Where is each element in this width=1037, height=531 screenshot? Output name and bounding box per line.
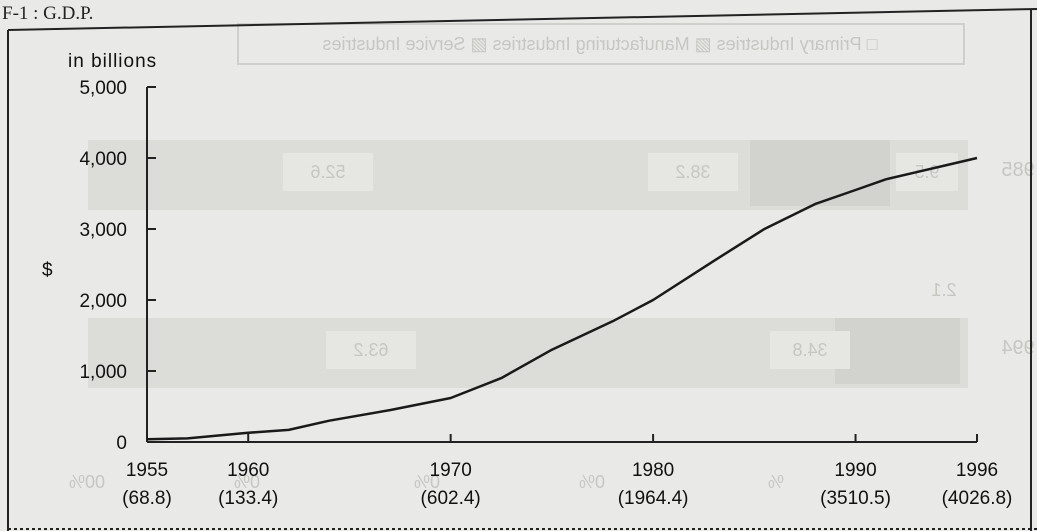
- background-bleed: □ Primary Industries ▨ Manufacturing Ind…: [69, 23, 1035, 492]
- unit-label: in billions: [68, 51, 157, 72]
- x-tick-label: 1996: [956, 460, 998, 481]
- ghost-segment-top: [750, 140, 890, 206]
- y-tick-label: 2,000: [79, 291, 127, 312]
- ghost-label-box-4: [326, 331, 416, 369]
- ghost-pct-2: 0%: [234, 472, 260, 492]
- y-axis-ticks: 0 1,000 2,000 3,000 4,000 5,000: [79, 78, 156, 454]
- ghost-row-label-2: 994: [1001, 337, 1034, 359]
- ghost-value-5: 34.8: [792, 340, 827, 360]
- ghost-legend-box: [237, 23, 965, 65]
- figure-label: F-1 : G.D.P.: [2, 3, 93, 24]
- y-tick-label: 3,000: [79, 220, 127, 241]
- x-tick-value-label: (3510.5): [820, 488, 891, 509]
- x-tick-value-label: (68.8): [122, 488, 172, 509]
- ghost-segment-bottom: [835, 318, 960, 384]
- x-tick-label: 1955: [126, 460, 168, 481]
- ghost-pct-1: 00%: [69, 472, 105, 492]
- ghost-value-4: 2.1: [931, 280, 956, 300]
- y-tick-label: 4,000: [79, 149, 127, 170]
- y-tick-label: 5,000: [79, 78, 127, 99]
- ghost-legend-text: □ Primary Industries ▨ Manufacturing Ind…: [322, 34, 877, 54]
- gdp-series-line: [146, 156, 978, 441]
- frame-top-border: [7, 8, 1037, 31]
- x-tick-label: 1980: [632, 460, 674, 481]
- y-tick-label: 0: [116, 433, 127, 454]
- x-tick-label: 1970: [430, 460, 472, 481]
- x-tick-value-label: (133.4): [218, 488, 278, 509]
- ghost-label-box-2: [648, 153, 738, 191]
- y-axis-label: $: [42, 260, 53, 281]
- x-tick-value-label: (1964.4): [618, 488, 689, 509]
- ghost-row-label-1: 985: [1001, 159, 1034, 181]
- x-axis-ticks: 1955 (68.8) 1960 (133.4) 1970 (602.4) 1980 (196…: [122, 434, 1012, 509]
- x-tick-value-label: (4026.8): [942, 488, 1013, 509]
- ghost-label-box-1: [283, 153, 373, 191]
- ghost-value-3: 52.6: [310, 162, 345, 182]
- ghost-value-2: 38.2: [675, 162, 710, 182]
- y-tick-label: 1,000: [79, 362, 127, 383]
- ghost-pct-5: %: [768, 472, 784, 492]
- ghost-label-box-5: [770, 331, 850, 369]
- ghost-pct-4: 0%: [579, 472, 605, 492]
- ghost-label-box-3: [896, 153, 958, 191]
- x-tick-value-label: (602.4): [421, 488, 481, 509]
- ghost-pct-3: 0%: [414, 472, 440, 492]
- series-layer: [146, 156, 978, 441]
- ghost-value-6: 63.2: [353, 340, 388, 360]
- x-tick-label: 1990: [834, 460, 876, 481]
- x-tick-label: 1960: [227, 460, 269, 481]
- chart-axes: [146, 87, 977, 443]
